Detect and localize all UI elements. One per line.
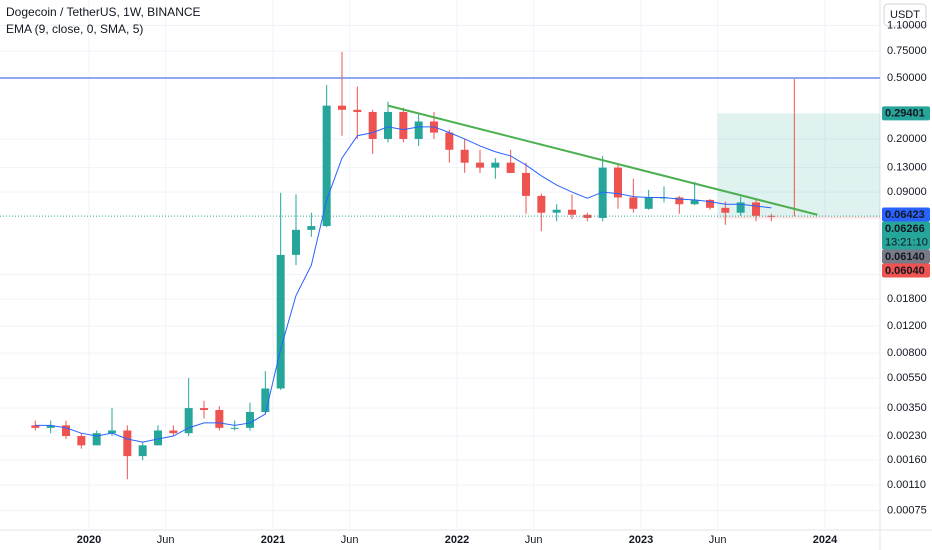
price-label-bg [882, 249, 930, 264]
candle-body [169, 430, 178, 434]
candle-body [537, 195, 546, 213]
candle-body [215, 410, 224, 428]
candle-body [629, 197, 638, 209]
candle-body [506, 162, 515, 173]
candle-body [92, 433, 101, 446]
price-label: 0.29401 [885, 108, 925, 120]
x-tick-label: Jun [709, 534, 727, 546]
candle-body [108, 430, 116, 434]
candle-body [138, 445, 147, 457]
x-tick-label: 2022 [445, 534, 469, 546]
x-tick-label: 2021 [261, 534, 285, 546]
candle-body [690, 199, 699, 205]
currency-button[interactable] [883, 3, 927, 27]
candle-body [46, 425, 55, 428]
ema-line [35, 126, 772, 443]
candle-body [736, 202, 745, 213]
trend-line [387, 104, 818, 216]
candle-body [721, 207, 730, 213]
y-tick-label: 0.20000 [887, 133, 927, 145]
candle-body [200, 408, 208, 411]
candle-body [368, 111, 377, 139]
price-label: 0.06140 [885, 251, 925, 263]
candle-body [706, 199, 714, 208]
price-label-bg [882, 207, 930, 222]
position-stop-zone [717, 216, 880, 219]
candle-body [644, 197, 653, 209]
y-tick-label: 1.10000 [887, 19, 927, 31]
price-label-bg [882, 263, 930, 278]
x-tick-label: Jun [525, 534, 543, 546]
candle-body [246, 412, 254, 428]
y-tick-label: 0.09000 [887, 186, 927, 198]
candle-body [261, 388, 270, 413]
x-tick-label: 2024 [813, 534, 838, 546]
x-tick-label: Jun [157, 534, 175, 546]
indicator-label: EMA (9, close, 0, SMA, 5) [6, 22, 143, 36]
candle-body [353, 109, 362, 112]
candle-body [522, 172, 530, 196]
candle-body [384, 111, 392, 139]
y-tick-label: 0.00075 [887, 504, 927, 516]
y-tick-label: 0.00350 [887, 402, 927, 414]
chart-title: Dogecoin / TetherUS, 1W, BINANCE [6, 5, 201, 19]
candle-body [154, 430, 162, 446]
y-tick-label: 0.00230 [887, 430, 927, 442]
y-tick-label: 0.00800 [887, 347, 927, 359]
position-target-zone [717, 113, 880, 217]
candle-body [77, 436, 86, 446]
candle-body [414, 121, 423, 139]
plot-area [0, 0, 880, 530]
x-tick-label: 2023 [629, 534, 653, 546]
candle-body [123, 430, 132, 457]
candle-body [598, 167, 607, 218]
candle-body [552, 209, 561, 213]
candle-body [752, 202, 760, 216]
y-tick-label: 0.00160 [887, 454, 927, 466]
candle-body [31, 425, 40, 428]
candle-body [460, 149, 469, 163]
price-label-time: 13:21:10 [885, 236, 928, 248]
candle-body [62, 425, 70, 437]
candle-body [675, 197, 684, 205]
candle-body [568, 209, 576, 215]
y-tick-label: 0.13000 [887, 162, 927, 174]
y-tick-label: 0.01800 [887, 293, 927, 305]
y-tick-label: 0.50000 [887, 72, 927, 84]
candle-body [476, 162, 484, 168]
y-tick-label: 0.00110 [887, 479, 926, 491]
y-tick-label: 0.00550 [887, 372, 927, 384]
candle-body [338, 105, 346, 110]
currency-button-label[interactable]: USDT [890, 9, 920, 21]
candle-body [322, 105, 331, 227]
candle-body [184, 408, 193, 434]
price-label-bg [882, 221, 930, 250]
price-label-bg [882, 106, 930, 121]
x-tick-label: 2020 [77, 534, 101, 546]
candle-body [307, 226, 316, 230]
candle-body [230, 427, 239, 429]
price-label: 0.06040 [885, 265, 925, 277]
x-tick-label: Jun [341, 534, 359, 546]
candle-body [445, 132, 454, 150]
candle-body [614, 167, 622, 198]
price-label: 0.06266 [885, 223, 925, 235]
y-tick-label: 0.01200 [887, 320, 927, 332]
y-tick-label: 0.75000 [887, 45, 927, 57]
price-label: 0.06423 [885, 209, 925, 221]
candle-body [276, 254, 285, 389]
candle-body [292, 229, 300, 255]
candle-body [583, 214, 592, 218]
candle-body [491, 162, 500, 168]
candle-body [399, 111, 408, 139]
